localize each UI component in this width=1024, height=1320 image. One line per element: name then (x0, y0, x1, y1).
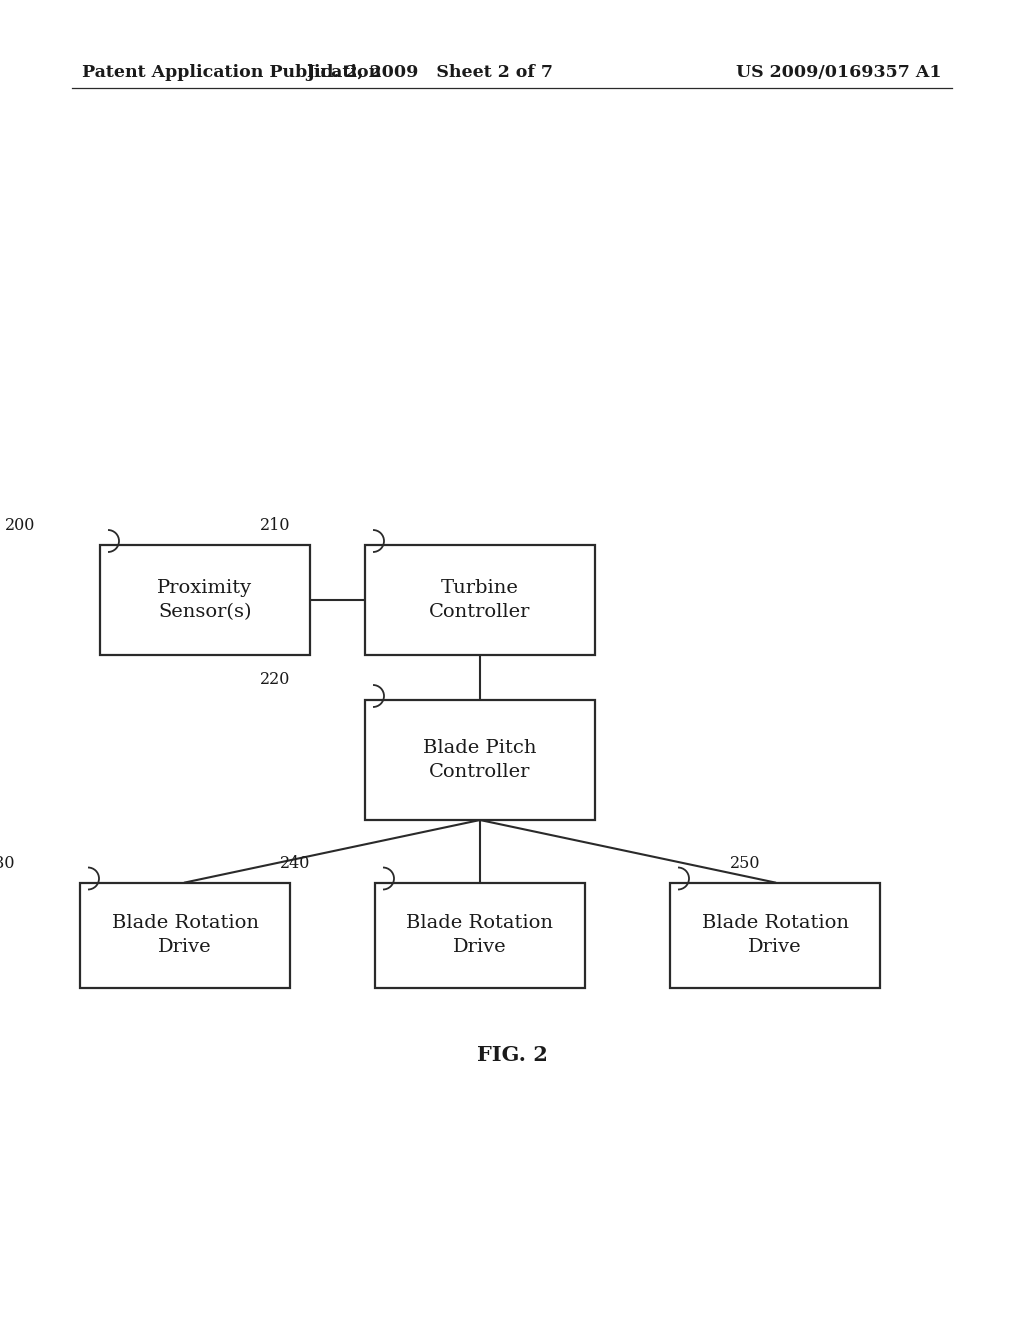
Text: 250: 250 (730, 855, 761, 871)
Text: 220: 220 (260, 671, 291, 688)
Text: Jul. 2, 2009   Sheet 2 of 7: Jul. 2, 2009 Sheet 2 of 7 (306, 63, 554, 81)
Bar (670, 883, 880, 987)
Text: Proximity
Sensor(s): Proximity Sensor(s) (158, 579, 253, 620)
Text: Blade Rotation
Drive: Blade Rotation Drive (701, 915, 849, 956)
Text: Patent Application Publication: Patent Application Publication (82, 63, 381, 81)
Text: 200: 200 (5, 517, 36, 533)
Text: FIG. 2: FIG. 2 (476, 1045, 548, 1065)
Text: Blade Rotation
Drive: Blade Rotation Drive (407, 915, 554, 956)
Bar (365, 545, 595, 655)
Text: Blade Pitch
Controller: Blade Pitch Controller (423, 739, 537, 781)
Text: 210: 210 (260, 517, 291, 533)
Text: US 2009/0169357 A1: US 2009/0169357 A1 (736, 63, 942, 81)
Text: 240: 240 (280, 855, 310, 871)
Bar (80, 883, 290, 987)
Text: Turbine
Controller: Turbine Controller (429, 579, 530, 620)
Bar (365, 700, 595, 820)
Bar (375, 883, 585, 987)
Text: Blade Rotation
Drive: Blade Rotation Drive (112, 915, 258, 956)
Text: 230: 230 (0, 855, 15, 871)
Bar (100, 545, 310, 655)
